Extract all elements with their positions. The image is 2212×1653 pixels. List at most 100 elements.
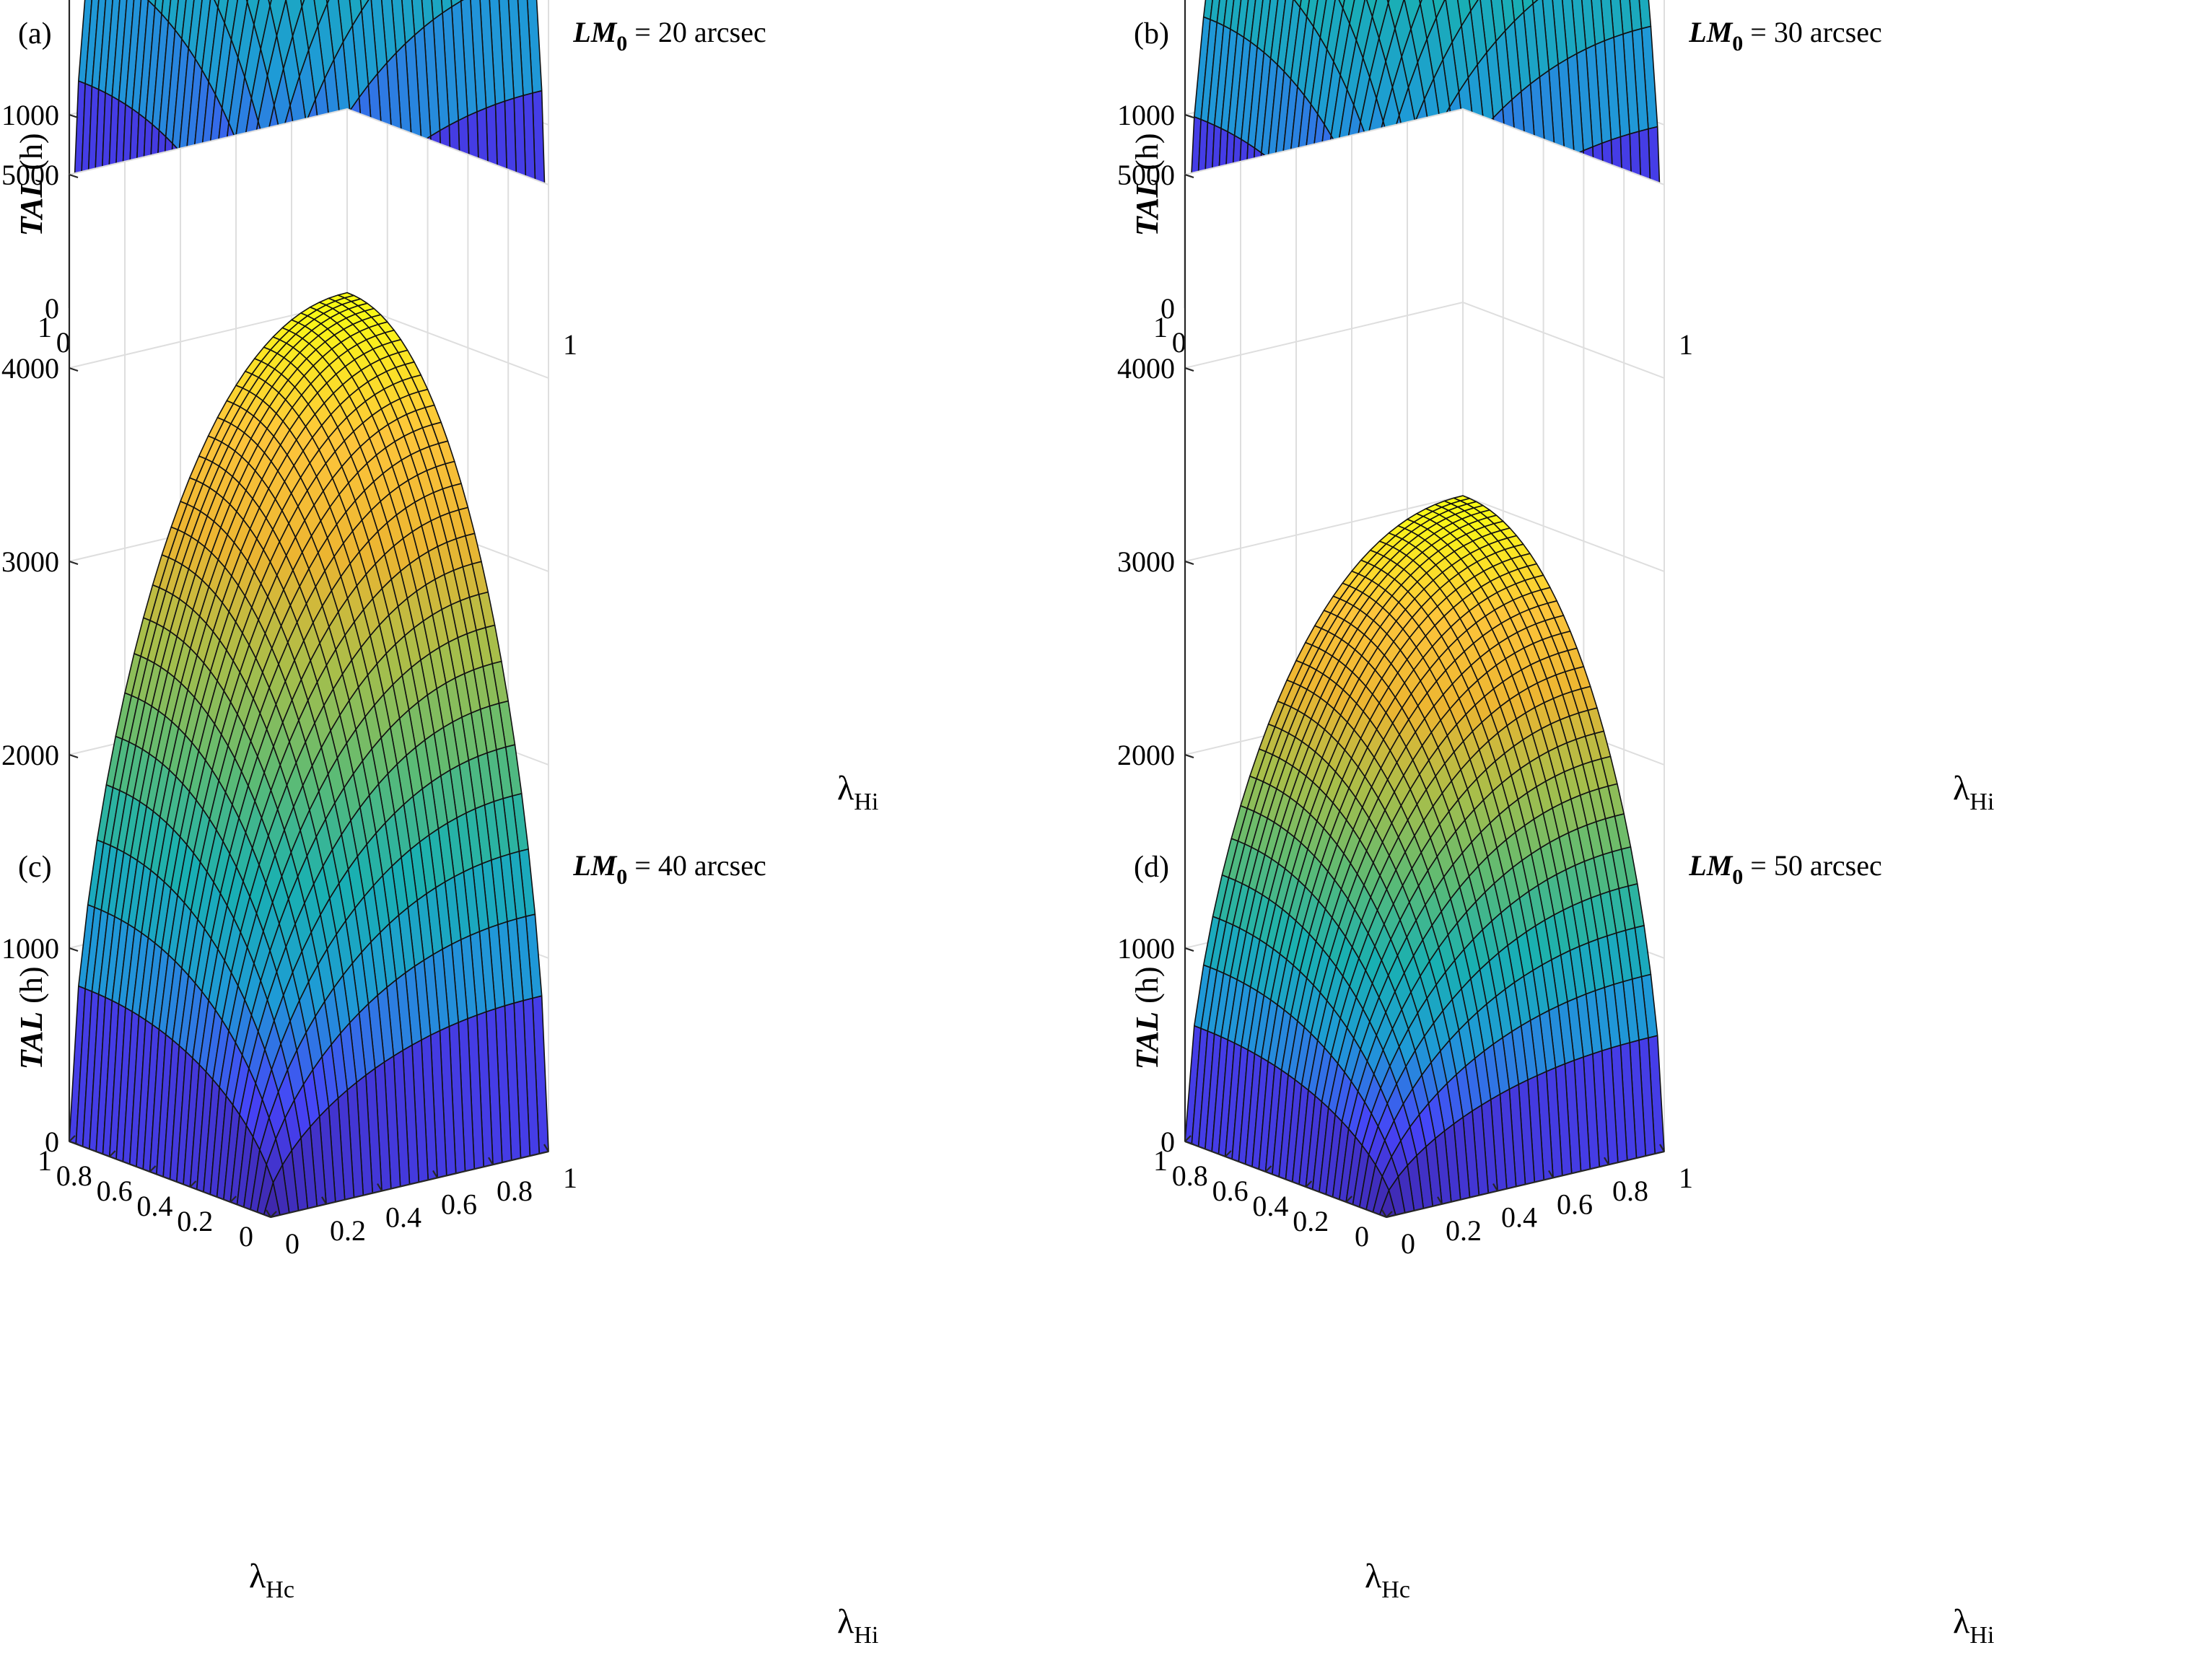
z-axis-label-italic: TAL [1129, 178, 1165, 237]
x-axis-label-symbol: λ [1953, 1602, 1970, 1641]
panel-label: (a) [18, 17, 52, 51]
x-tick-mark [1492, 1183, 1498, 1192]
x-axis-label: λHi [1953, 769, 1994, 815]
y-tick-mark [1225, 1150, 1232, 1157]
z-tick-label: 4000 [1117, 352, 1175, 385]
x-axis-label: λHi [837, 1602, 878, 1649]
z-tick-label: 0 [45, 1126, 59, 1158]
x-axis-label-symbol: λ [1953, 769, 1970, 807]
z-tick-mark [69, 947, 79, 952]
z-tick-mark [1184, 367, 1194, 372]
y-axis-label-symbol: λ [1365, 1557, 1382, 1595]
x-tick-mark [321, 1196, 327, 1205]
x-tick-label: 1 [1679, 1162, 1693, 1194]
x-tick-label: 0.4 [1501, 1201, 1537, 1234]
y-tick-label: 1 [1153, 311, 1168, 343]
z-axis-label-italic: TAL [1129, 1012, 1165, 1070]
z-tick-mark [1184, 753, 1194, 759]
z-tick-mark [69, 367, 79, 372]
z-tick-label: 5000 [1, 159, 59, 191]
title-value: = 50 arcsec [1743, 849, 1881, 882]
y-tick-label: 0.6 [1212, 1175, 1249, 1207]
x-axis-label-symbol: λ [837, 769, 854, 807]
x-tick-label: 1 [563, 1162, 577, 1194]
title-sub: 0 [616, 32, 627, 56]
x-tick-label: 0.8 [497, 1175, 533, 1207]
y-tick-label: 1 [38, 311, 52, 343]
y-tick-mark [189, 1180, 197, 1188]
z-axis-label: TAL (h) [1129, 133, 1165, 237]
y-tick-label: 0.2 [177, 1205, 213, 1237]
y-tick-mark [69, 1135, 76, 1142]
y-tick-mark [1345, 1196, 1352, 1203]
y-tick-label: 0.8 [1172, 1159, 1208, 1192]
y-tick-mark [1264, 1165, 1272, 1172]
title-lm: LM [1688, 16, 1733, 48]
z-tick-label: 4000 [1, 352, 59, 385]
title-value: = 30 arcsec [1743, 16, 1881, 48]
z-tick-mark [1184, 113, 1194, 119]
title-value: = 40 arcsec [627, 849, 766, 882]
title-sub: 0 [616, 865, 627, 889]
z-tick-mark [69, 1140, 79, 1146]
x-tick-mark [1659, 1144, 1665, 1152]
z-tick-mark [69, 753, 79, 759]
y-tick-mark [1386, 1211, 1393, 1218]
chart-title: LM0 = 50 arcsec [1688, 849, 1881, 889]
x-tick-mark [432, 1170, 438, 1178]
z-axis-label-unit: (h) [14, 967, 49, 1012]
z-tick-label: 3000 [1, 545, 59, 578]
x-tick-label: 0 [1401, 1227, 1415, 1260]
z-tick-label: 0 [45, 292, 59, 325]
x-tick-mark [266, 1209, 271, 1218]
y-tick-label: 0.2 [1293, 1205, 1329, 1237]
chart-title: LM0 = 40 arcsec [572, 849, 766, 889]
z-tick-label: 1000 [1, 99, 59, 131]
x-tick-label: 0 [285, 1227, 300, 1260]
z-tick-label: 1000 [1117, 932, 1175, 965]
x-axis-label: λHi [837, 769, 878, 815]
y-axis-label-symbol: λ [249, 1557, 266, 1595]
x-axis-label-sub: Hi [854, 1622, 878, 1649]
x-tick-label: 0.8 [1612, 1175, 1648, 1207]
z-tick-label: 0 [1160, 292, 1175, 325]
y-tick-label: 0.4 [136, 1190, 172, 1222]
x-axis-label-sub: Hi [1970, 789, 1994, 815]
x-tick-mark [543, 1144, 549, 1152]
y-tick-label: 0 [1355, 1220, 1369, 1253]
title-sub: 0 [1732, 865, 1743, 889]
x-tick-mark [1381, 1209, 1387, 1218]
x-tick-label: 0.2 [330, 1214, 366, 1247]
surface-mesh [1184, 495, 1665, 1218]
x-axis-label: λHi [1953, 1602, 1994, 1649]
z-tick-label: 1000 [1, 932, 59, 965]
x-tick-mark [1437, 1196, 1443, 1205]
z-tick-mark [1184, 947, 1194, 952]
y-tick-mark [149, 1165, 157, 1172]
z-axis-label-unit: (h) [1129, 133, 1165, 178]
z-tick-mark [69, 113, 79, 119]
x-tick-label: 1 [563, 328, 577, 361]
z-tick-mark [1184, 1140, 1194, 1146]
y-tick-mark [270, 1211, 277, 1218]
z-tick-label: 1000 [1117, 99, 1175, 131]
x-tick-label: 0.4 [385, 1201, 421, 1234]
panel-label: (c) [18, 851, 52, 884]
x-tick-mark [488, 1157, 494, 1165]
title-value: = 20 arcsec [627, 16, 766, 48]
z-tick-mark [1184, 560, 1194, 566]
x-axis-label-sub: Hi [1970, 1622, 1994, 1649]
z-axis-label-italic: TAL [14, 178, 49, 237]
title-lm: LM [572, 16, 617, 48]
y-tick-label: 1 [1153, 1144, 1168, 1177]
x-tick-mark [1548, 1170, 1554, 1178]
panel-label: (d) [1134, 851, 1169, 884]
z-axis-label-unit: (h) [1129, 967, 1165, 1012]
z-tick-label: 0 [1160, 1126, 1175, 1158]
x-axis-label-sub: Hi [854, 789, 878, 815]
z-axis-label-unit: (h) [14, 133, 49, 178]
x-tick-label: 0.6 [1557, 1188, 1593, 1220]
y-tick-mark [109, 1150, 116, 1157]
